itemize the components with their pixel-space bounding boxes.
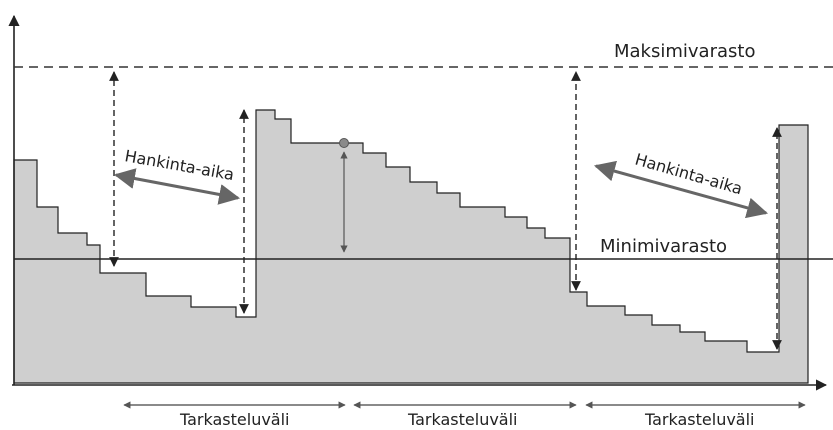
review-label-1: Tarkasteluväli xyxy=(179,410,290,429)
inventory-area xyxy=(13,109,809,384)
max-stock-label: Maksimivarasto xyxy=(614,41,755,62)
review-label-3: Tarkasteluväli xyxy=(644,410,755,429)
min-stock-label: Minimivarasto xyxy=(600,236,727,257)
review-label-2: Tarkasteluväli xyxy=(407,410,518,429)
stock-point-dot xyxy=(339,138,349,148)
lead-time-arrow-2 xyxy=(593,160,769,219)
lead-time-arrow-1 xyxy=(113,168,241,205)
